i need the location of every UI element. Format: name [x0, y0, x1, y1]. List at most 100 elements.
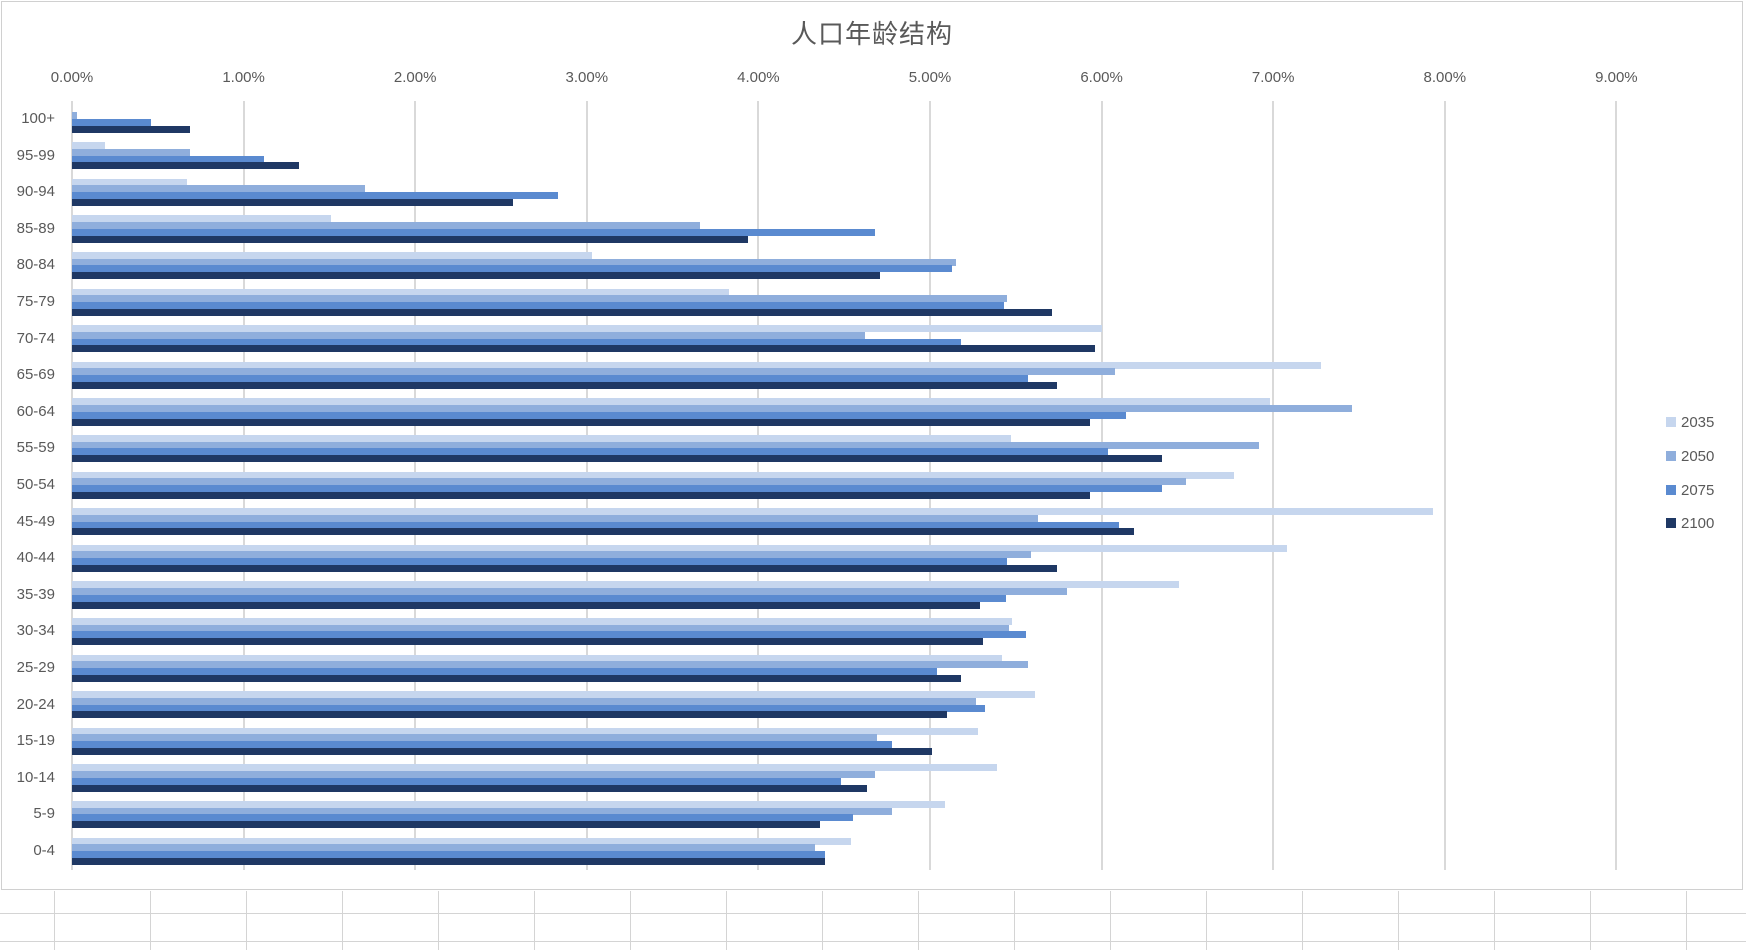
bar-2050-40-44[interactable]: [72, 551, 1032, 559]
bar-2100-30-34[interactable]: [72, 638, 984, 646]
bar-2035-95-99[interactable]: [72, 142, 105, 150]
bar-2075-30-34[interactable]: [72, 631, 1027, 639]
bar-2075-15-19[interactable]: [72, 741, 893, 749]
bar-2050-15-19[interactable]: [72, 734, 877, 742]
legend-label: 2050: [1681, 447, 1715, 465]
bar-2035-10-14[interactable]: [72, 764, 997, 772]
bar-2100-45-49[interactable]: [72, 528, 1135, 536]
y-tick-label: 35-39: [16, 585, 55, 603]
legend-item-2100[interactable]: 2100: [1666, 514, 1714, 532]
bar-2100-15-19[interactable]: [72, 747, 932, 755]
bar-2075-20-24[interactable]: [72, 704, 985, 712]
bar-2075-5-9[interactable]: [72, 814, 853, 822]
x-tick-label: 8.00%: [1423, 69, 1467, 86]
bar-2075-55-59[interactable]: [72, 448, 1109, 456]
bar-2035-5-9[interactable]: [72, 800, 946, 808]
legend-item-2075[interactable]: 2075: [1666, 481, 1714, 499]
bar-2035-55-59[interactable]: [72, 434, 1011, 442]
bar-2075-35-39[interactable]: [72, 594, 1006, 602]
sheet-column-line: [726, 891, 727, 950]
bar-2035-40-44[interactable]: [72, 544, 1287, 552]
bar-2100-50-54[interactable]: [72, 491, 1090, 499]
bar-2050-50-54[interactable]: [72, 478, 1186, 486]
bar-2075-100+[interactable]: [72, 119, 151, 127]
bar-2050-90-94[interactable]: [72, 185, 366, 193]
bar-2075-65-69[interactable]: [72, 375, 1028, 383]
bar-2100-90-94[interactable]: [72, 198, 513, 206]
bar-2100-25-29[interactable]: [72, 674, 961, 682]
bar-2100-80-84[interactable]: [72, 272, 881, 280]
bar-2050-25-29[interactable]: [72, 661, 1028, 669]
bar-2035-0-4[interactable]: [72, 837, 852, 845]
bar-2035-90-94[interactable]: [72, 178, 187, 186]
bar-2050-35-39[interactable]: [72, 588, 1068, 596]
bar-2075-45-49[interactable]: [72, 521, 1119, 529]
bar-2035-75-79[interactable]: [72, 288, 730, 296]
chart-area[interactable]: 人口年龄结构 0.00% 1.00% 2.00% 3.00% 4.00% 5.00% 6.0…: [1, 1, 1743, 890]
bar-2050-80-84[interactable]: [72, 258, 956, 266]
bar-2100-20-24[interactable]: [72, 711, 948, 719]
bar-2050-65-69[interactable]: [72, 368, 1116, 376]
bar-2075-0-4[interactable]: [72, 851, 826, 859]
bar-2035-45-49[interactable]: [72, 508, 1433, 516]
bar-2075-25-29[interactable]: [72, 668, 937, 676]
bar-2050-30-34[interactable]: [72, 624, 1009, 632]
gridline: [1615, 101, 1618, 870]
sheet-column-line: [1014, 891, 1015, 950]
bar-2050-95-99[interactable]: [72, 148, 191, 156]
bar-2100-75-79[interactable]: [72, 308, 1052, 316]
bar-2100-85-89[interactable]: [72, 235, 749, 243]
bar-2100-100+[interactable]: [72, 125, 191, 133]
x-tick-label: 3.00%: [565, 69, 609, 86]
y-tick-label: 55-59: [16, 439, 55, 457]
bar-2050-55-59[interactable]: [72, 441, 1260, 449]
bar-2075-90-94[interactable]: [72, 192, 558, 200]
bar-2050-10-14[interactable]: [72, 771, 876, 779]
bar-2100-35-39[interactable]: [72, 601, 980, 609]
bar-2050-45-49[interactable]: [72, 514, 1039, 522]
bar-2075-10-14[interactable]: [72, 777, 841, 785]
bar-2075-60-64[interactable]: [72, 411, 1126, 419]
bar-2075-80-84[interactable]: [72, 265, 953, 273]
bar-2035-60-64[interactable]: [72, 398, 1270, 406]
bar-2035-65-69[interactable]: [72, 361, 1322, 369]
bar-2035-35-39[interactable]: [72, 581, 1179, 589]
legend-item-2035[interactable]: 2035: [1666, 413, 1714, 431]
bar-2050-70-74[interactable]: [72, 331, 865, 339]
bar-2075-50-54[interactable]: [72, 485, 1162, 493]
bar-2050-100+[interactable]: [72, 112, 78, 120]
bar-2035-85-89[interactable]: [72, 215, 332, 223]
sheet-column-line: [54, 891, 55, 950]
bar-2035-30-34[interactable]: [72, 617, 1013, 625]
bar-2035-25-29[interactable]: [72, 654, 1003, 662]
bar-2075-70-74[interactable]: [72, 338, 961, 346]
bar-2035-20-24[interactable]: [72, 691, 1035, 699]
legend-swatch-icon: [1666, 485, 1676, 495]
bar-2050-75-79[interactable]: [72, 295, 1008, 303]
y-tick-label: 30-34: [16, 622, 55, 640]
bar-2100-40-44[interactable]: [72, 564, 1057, 572]
bar-2035-50-54[interactable]: [72, 471, 1234, 479]
bar-2100-70-74[interactable]: [72, 345, 1095, 353]
bar-2035-15-19[interactable]: [72, 727, 979, 735]
bar-2100-0-4[interactable]: [72, 857, 826, 865]
bar-2075-95-99[interactable]: [72, 155, 265, 163]
bar-2035-70-74[interactable]: [72, 325, 1102, 333]
bar-2100-55-59[interactable]: [72, 455, 1162, 463]
chart-title: 人口年龄结构: [790, 20, 953, 50]
bar-2075-75-79[interactable]: [72, 302, 1004, 310]
bar-2100-5-9[interactable]: [72, 821, 821, 829]
bar-2050-20-24[interactable]: [72, 697, 977, 705]
bar-2100-10-14[interactable]: [72, 784, 867, 792]
bar-2100-95-99[interactable]: [72, 162, 299, 170]
bar-2050-0-4[interactable]: [72, 844, 816, 852]
bar-2075-85-89[interactable]: [72, 228, 876, 236]
bar-2075-40-44[interactable]: [72, 558, 1008, 566]
bar-2100-60-64[interactable]: [72, 418, 1090, 426]
bar-2035-80-84[interactable]: [72, 251, 592, 259]
legend-item-2050[interactable]: 2050: [1666, 447, 1714, 465]
bar-2050-85-89[interactable]: [72, 222, 701, 230]
bar-2050-60-64[interactable]: [72, 405, 1353, 413]
bar-2100-65-69[interactable]: [72, 381, 1057, 389]
bar-2050-5-9[interactable]: [72, 807, 893, 815]
